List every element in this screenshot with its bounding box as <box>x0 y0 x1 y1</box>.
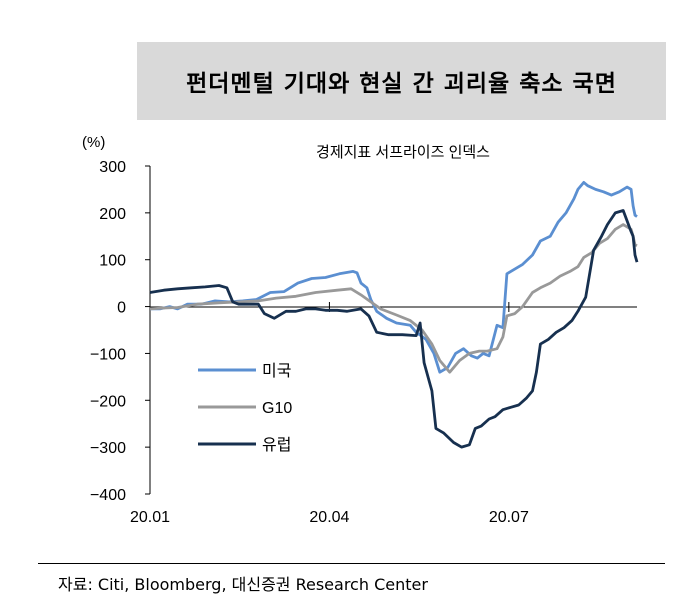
y-tick-label: −300 <box>90 440 126 457</box>
chart-title: 경제지표 서프라이즈 인덱스 <box>316 144 490 161</box>
series-lines <box>149 181 639 449</box>
x-axis-ticks: 20.01 20.04 20.07 <box>130 302 529 526</box>
y-axis-ticks: 300 200 100 0 −100 −200 −300 −400 <box>90 159 150 504</box>
series-line-2 <box>149 209 639 449</box>
y-tick-label: 300 <box>99 159 126 176</box>
x-tick-label: 20.07 <box>489 509 529 526</box>
series-line-0 <box>150 181 638 374</box>
title-banner: 펀더멘털 기대와 현실 간 괴리율 축소 국면 <box>137 42 666 120</box>
page-title: 펀더멘털 기대와 현실 간 괴리율 축소 국면 <box>186 71 617 97</box>
y-tick-label: 0 <box>117 300 126 317</box>
y-tick-label: −200 <box>90 393 126 410</box>
series-line-1 <box>149 223 638 374</box>
y-axis-unit-label: (%) <box>82 134 105 151</box>
legend-label: 미국 <box>262 362 291 380</box>
legend: 미국 G10 유럽 <box>198 362 292 454</box>
source-note: 자료: Citi, Bloomberg, 대신증권 Research Cente… <box>58 575 428 594</box>
legend-label: 유럽 <box>262 436 291 454</box>
y-tick-label: 100 <box>99 253 126 270</box>
footer-divider <box>38 563 665 564</box>
surprise-index-chart: 경제지표 서프라이즈 인덱스 (%) 300 200 100 0 −100 −200 −30… <box>82 134 639 526</box>
legend-label: G10 <box>262 400 292 417</box>
x-tick-label: 20.04 <box>309 509 349 526</box>
y-tick-label: −100 <box>90 346 126 363</box>
y-tick-label: 200 <box>99 206 126 223</box>
x-tick-label: 20.01 <box>130 509 170 526</box>
y-tick-label: −400 <box>90 487 126 504</box>
